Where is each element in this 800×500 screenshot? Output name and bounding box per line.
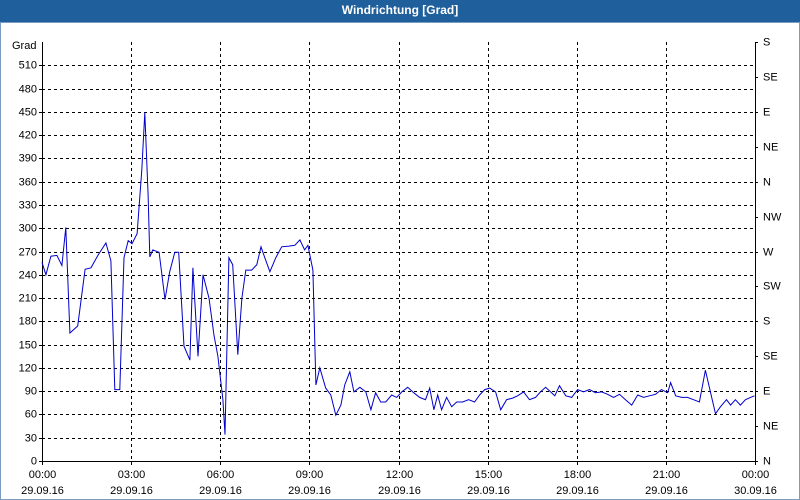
- y-tick-label: 390: [19, 152, 37, 164]
- x-tick-date: 30.09.16: [734, 485, 777, 497]
- y2-tick-label: NE: [763, 420, 778, 432]
- y-tick-label: 270: [19, 246, 37, 258]
- y-tick-label: 150: [19, 339, 37, 351]
- title-bar: [0, 0, 800, 22]
- x-tick-label: 21:00: [653, 469, 681, 481]
- y-tick-label: 0: [31, 455, 37, 467]
- x-tick-label: 00:00: [742, 469, 770, 481]
- y-tick-label: 360: [19, 176, 37, 188]
- y-tick-label: 330: [19, 199, 37, 211]
- y2-tick-label: W: [763, 246, 774, 258]
- y-tick-label: 210: [19, 292, 37, 304]
- y2-tick-label: NW: [763, 211, 782, 223]
- x-tick-date: 29.09.16: [467, 485, 510, 497]
- y-tick-label: 420: [19, 129, 37, 141]
- x-tick-label: 06:00: [207, 469, 235, 481]
- y-tick-label: 300: [19, 222, 37, 234]
- y2-tick-label: SE: [763, 71, 778, 83]
- y-tick-label: 60: [25, 408, 37, 420]
- y-tick-label: 480: [19, 83, 37, 95]
- x-tick-date: 29.09.16: [199, 485, 242, 497]
- x-tick-date: 29.09.16: [21, 485, 64, 497]
- x-tick-label: 03:00: [118, 469, 146, 481]
- y-tick-label: 180: [19, 315, 37, 327]
- y-tick-label: 510: [19, 59, 37, 71]
- chart-title: Windrichtung [Grad]: [342, 3, 459, 17]
- y2-tick-label: E: [763, 385, 770, 397]
- y2-tick-label: S: [763, 36, 770, 48]
- x-tick-date: 29.09.16: [378, 485, 421, 497]
- y-tick-label: 90: [25, 385, 37, 397]
- y-axis-label: Grad: [12, 40, 36, 52]
- data-line: [41, 112, 755, 435]
- x-tick-date: 29.09.16: [110, 485, 153, 497]
- x-tick-label: 18:00: [564, 469, 592, 481]
- y-tick-label: 30: [25, 432, 37, 444]
- x-tick-label: 15:00: [475, 469, 503, 481]
- y2-tick-label: SW: [763, 280, 781, 292]
- y-tick-label: 120: [19, 362, 37, 374]
- y2-tick-label: E: [763, 106, 770, 118]
- x-tick-label: 09:00: [296, 469, 324, 481]
- x-tick-date: 29.09.16: [556, 485, 599, 497]
- y2-tick-label: S: [763, 315, 770, 327]
- x-tick-label: 00:00: [29, 469, 57, 481]
- x-tick-date: 29.09.16: [288, 485, 331, 497]
- x-tick-label: 12:00: [386, 469, 414, 481]
- y2-tick-label: N: [763, 176, 771, 188]
- y-tick-label: 240: [19, 269, 37, 281]
- x-tick-date: 29.09.16: [645, 485, 688, 497]
- y2-tick-label: SE: [763, 350, 778, 362]
- y2-tick-label: NE: [763, 141, 778, 153]
- y-tick-label: 450: [19, 106, 37, 118]
- y2-tick-label: N: [763, 455, 771, 467]
